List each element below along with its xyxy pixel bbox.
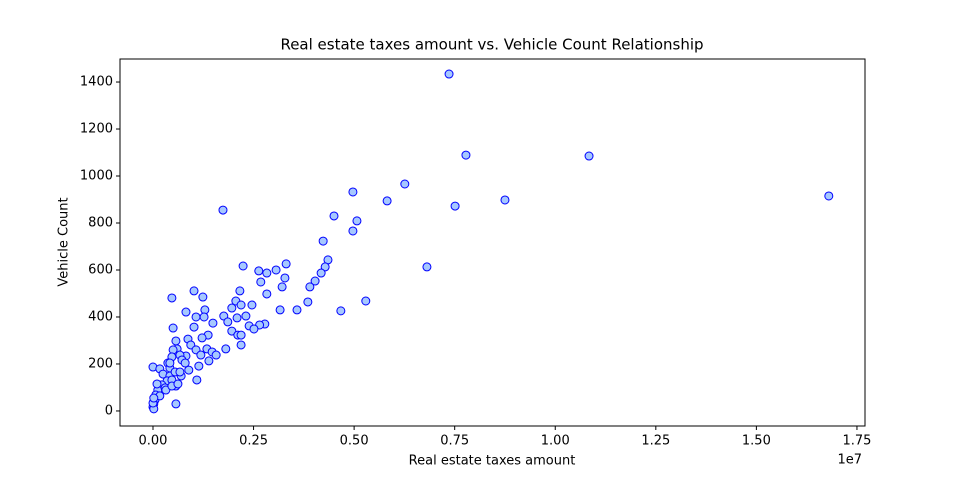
- point: [336, 306, 346, 316]
- point: [194, 361, 204, 371]
- point: [232, 313, 242, 323]
- point: [171, 399, 181, 409]
- point: [152, 379, 162, 389]
- point: [189, 322, 199, 332]
- point: [348, 226, 358, 236]
- point: [191, 312, 201, 322]
- point: [235, 286, 245, 296]
- point: [175, 367, 185, 377]
- point: [171, 336, 181, 346]
- x-tick-label: 0.25: [239, 434, 268, 449]
- point: [189, 286, 199, 296]
- point: [173, 379, 183, 389]
- point: [198, 292, 208, 302]
- point: [305, 282, 315, 292]
- point: [236, 340, 246, 350]
- point: [211, 350, 221, 360]
- point: [824, 191, 834, 201]
- point: [218, 205, 228, 215]
- point: [320, 262, 330, 272]
- point: [149, 393, 159, 403]
- point: [281, 259, 291, 269]
- x-tick-label: 1.75: [842, 434, 871, 449]
- point: [500, 195, 510, 205]
- x-axis-label: Real estate taxes amount: [409, 454, 576, 469]
- point: [361, 296, 371, 306]
- point: [241, 311, 251, 321]
- point: [249, 324, 259, 334]
- plot-frame: [119, 58, 866, 427]
- point: [236, 300, 246, 310]
- point: [352, 216, 362, 226]
- x-tick-label: 0.75: [440, 434, 469, 449]
- point: [247, 300, 257, 310]
- point: [303, 297, 313, 307]
- point: [208, 318, 218, 328]
- point: [204, 356, 214, 366]
- point: [181, 307, 191, 317]
- point: [223, 317, 233, 327]
- y-tick-label: 1000: [80, 169, 113, 184]
- y-tick-label: 200: [88, 356, 113, 371]
- point: [238, 261, 248, 271]
- point: [199, 312, 209, 322]
- point: [316, 268, 326, 278]
- point: [444, 69, 454, 79]
- y-tick-label: 0: [105, 403, 113, 418]
- x-tick-label: 1.25: [641, 434, 670, 449]
- point: [262, 268, 272, 278]
- point: [329, 211, 339, 221]
- point: [461, 150, 471, 160]
- point: [254, 266, 264, 276]
- point: [221, 344, 231, 354]
- point: [227, 303, 237, 313]
- chart-title: Real estate taxes amount vs. Vehicle Cou…: [280, 36, 703, 54]
- point: [236, 330, 246, 340]
- x-offset-label: 1e7: [837, 453, 862, 468]
- x-tick-label: 0.00: [139, 434, 168, 449]
- point: [167, 293, 177, 303]
- point: [197, 333, 207, 343]
- x-tick-label: 1.00: [541, 434, 570, 449]
- point: [192, 375, 202, 385]
- x-tick-label: 1.50: [742, 434, 771, 449]
- point: [450, 201, 460, 211]
- point: [275, 305, 285, 315]
- point: [400, 179, 410, 189]
- point: [280, 273, 290, 283]
- point: [584, 151, 594, 161]
- point: [165, 358, 175, 368]
- point: [348, 187, 358, 197]
- point: [256, 277, 266, 287]
- point: [271, 265, 281, 275]
- y-tick-label: 400: [88, 309, 113, 324]
- point: [277, 282, 287, 292]
- point: [184, 365, 194, 375]
- point: [292, 305, 302, 315]
- point: [180, 358, 190, 368]
- point: [422, 262, 432, 272]
- point: [168, 323, 178, 333]
- x-tick-label: 0.50: [340, 434, 369, 449]
- y-tick-label: 600: [88, 262, 113, 277]
- point: [262, 289, 272, 299]
- point: [318, 236, 328, 246]
- y-tick-label: 800: [88, 215, 113, 230]
- point: [382, 196, 392, 206]
- y-axis-label: Vehicle Count: [57, 197, 72, 286]
- point: [196, 350, 206, 360]
- y-tick-label: 1400: [80, 75, 113, 90]
- point: [310, 276, 320, 286]
- y-tick-label: 1200: [80, 122, 113, 137]
